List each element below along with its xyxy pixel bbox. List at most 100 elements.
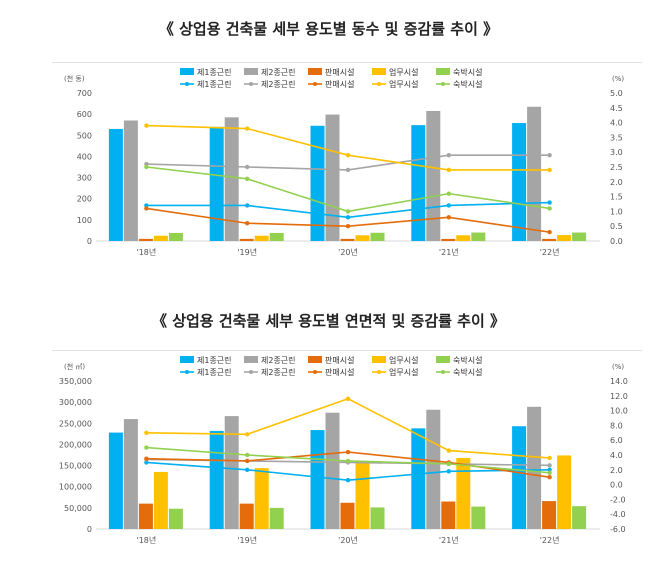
y-right-tick: 3.5 [610, 133, 623, 142]
y-left-unit: (천 동) [64, 74, 85, 83]
bar-2 [527, 106, 542, 241]
legend-line-label: 숙박시설 [453, 367, 482, 377]
y-left-tick: 0 [87, 237, 92, 246]
legend-line-marker [313, 82, 317, 86]
bar-4 [254, 468, 269, 529]
legend-bar-label: 업무시설 [389, 355, 418, 365]
legend-bar-label: 제2종근린 [261, 67, 296, 77]
bar-3 [542, 238, 557, 241]
line-point-4 [547, 455, 552, 461]
line-point-5 [144, 164, 149, 170]
line-point-5 [144, 445, 149, 450]
line-point-4 [245, 432, 250, 437]
line-point-5 [245, 452, 250, 458]
line-point-4 [144, 123, 149, 128]
x-tick-label: '21년 [439, 247, 459, 257]
bar-3 [340, 502, 355, 529]
bar-4 [355, 235, 370, 241]
legend-bar-swatch [372, 68, 386, 75]
line-point-2 [345, 167, 351, 173]
legend-line-marker [185, 82, 189, 86]
bar-1 [512, 123, 527, 241]
line-point-4 [345, 396, 351, 401]
legend-line-label: 제2종근린 [261, 79, 296, 89]
line-point-2 [547, 463, 552, 468]
y-right-tick: 4.0 [610, 451, 623, 460]
y-right-tick: 0.5 [610, 222, 623, 231]
legend-line-label: 제2종근린 [261, 367, 296, 377]
y-left-tick: 700 [77, 89, 92, 98]
legend-line-marker [249, 370, 253, 374]
bar-4 [456, 457, 471, 529]
line-point-4 [446, 167, 451, 173]
y-left-tick: 100,000 [59, 483, 92, 492]
legend-bar-swatch [436, 68, 450, 75]
legend-bar-label: 제2종근린 [261, 355, 296, 365]
line-point-5 [446, 461, 451, 467]
line-point-4 [446, 448, 451, 453]
bar-2 [325, 114, 340, 241]
line-point-1 [446, 203, 451, 208]
line-point-3 [245, 458, 250, 464]
legend-line-label: 제1종근린 [197, 367, 232, 377]
line-point-4 [245, 126, 250, 131]
chart2-panel: (천 ㎡) (%) 0 50,000 100,000 150,000 200,000 250,… [52, 350, 642, 563]
line-point-3 [345, 224, 351, 229]
bar-3 [239, 503, 254, 529]
y-right-tick: 1.0 [610, 207, 623, 216]
bar-4 [355, 461, 370, 529]
line-point-3 [547, 229, 552, 235]
bar-4 [153, 471, 168, 529]
bar-5 [471, 506, 486, 529]
legend-line-marker [249, 82, 253, 86]
legend-bar-swatch [244, 356, 258, 363]
x-tick-label: '22년 [540, 535, 560, 545]
legend-line-marker [185, 370, 189, 374]
line-2 [146, 154, 550, 171]
x-tick-label: '21년 [439, 535, 459, 545]
bar-1 [209, 126, 224, 241]
x-tick-label: '18년 [137, 535, 157, 545]
legend-bar-swatch [436, 356, 450, 363]
legend-line-label: 판매시설 [325, 79, 354, 89]
line-point-3 [245, 221, 250, 226]
y-right-tick: 2.0 [610, 466, 623, 475]
bar-2 [426, 110, 441, 241]
line-point-3 [446, 215, 451, 220]
bar-3 [441, 238, 456, 241]
y-right-tick: 3.0 [610, 148, 623, 157]
legend-bar-label: 숙박시설 [453, 67, 482, 77]
bar-1 [411, 428, 426, 529]
y-left-tick: 200,000 [59, 440, 92, 449]
y-right-tick: -6.0 [610, 525, 626, 534]
y-left-tick: 100 [77, 216, 92, 225]
chart1-title: 《 상업용 건축물 세부 용도별 동수 및 증감률 추이 》 [158, 20, 499, 38]
legend-bar-swatch [244, 68, 258, 75]
chart1-panel: (천 동) (%) 0 100 200 300 400 500 600 700 0.0 0.5 1.0 1… [52, 62, 642, 275]
bar-4 [254, 235, 269, 241]
line-point-1 [547, 200, 552, 205]
line-point-1 [345, 477, 351, 483]
x-tick-label: '20년 [338, 535, 358, 545]
y-left-tick: 0 [87, 525, 92, 534]
line-point-4 [547, 167, 552, 173]
line-point-1 [345, 215, 351, 220]
line-point-5 [547, 206, 552, 211]
bar-5 [370, 232, 385, 241]
bar-5 [370, 507, 385, 529]
line-4 [146, 124, 550, 171]
y-right-tick: 0.0 [610, 481, 623, 490]
y-right-tick: 1.5 [610, 193, 623, 202]
y-right-tick: -4.0 [610, 510, 626, 519]
legend-line-label: 숙박시설 [453, 79, 482, 89]
legend-bar-label: 숙박시설 [453, 355, 482, 365]
y-right-tick: -2.0 [610, 495, 626, 504]
legend-line-marker [313, 370, 317, 374]
legend-line-label: 업무시설 [389, 367, 418, 377]
bar-5 [572, 232, 587, 241]
y-left-tick: 50,000 [64, 504, 92, 513]
legend-bar-label: 제1종근린 [197, 355, 232, 365]
bar-3 [542, 501, 557, 529]
legend-bar-swatch [308, 356, 322, 363]
line-point-5 [345, 209, 351, 214]
